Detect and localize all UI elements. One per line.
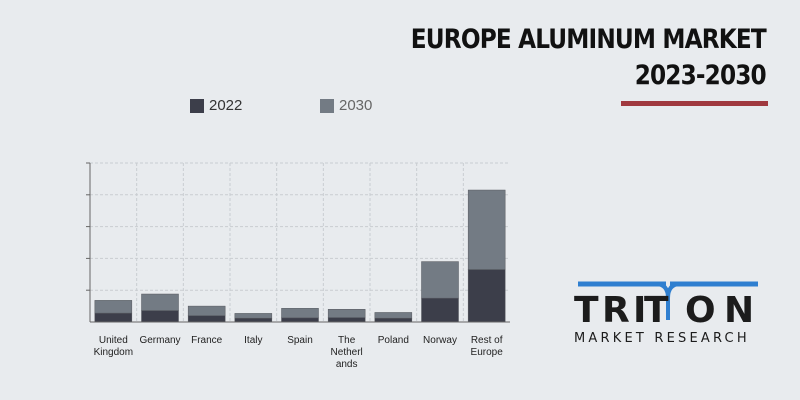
svg-text:T: T (574, 290, 599, 331)
legend-swatch-2022 (190, 98, 204, 113)
x-tick-label-line: Poland (378, 335, 409, 346)
legend-swatch-2030 (320, 98, 334, 113)
x-tick-label-line: ands (336, 359, 358, 370)
bar-2030-1 (141, 293, 179, 311)
x-tick-label-line: Italy (244, 335, 262, 346)
triton-logo-image: T R I T O N MARKET RESEARCH (574, 281, 758, 346)
chart-bars (94, 189, 506, 323)
bar-2022-8 (467, 269, 506, 323)
bar-2022-2 (187, 315, 226, 323)
bar-2030-8 (467, 189, 506, 270)
bar-2022-0 (94, 312, 133, 323)
title-accent-bar (621, 101, 768, 106)
svg-text:T: T (644, 290, 669, 331)
bar-2030-4 (281, 308, 319, 319)
bar-2022-3 (234, 317, 273, 323)
x-tick-label-line: The (338, 335, 356, 346)
bar-2030-0 (94, 300, 133, 314)
triton-logo-tagline: MARKET RESEARCH (574, 331, 750, 346)
x-tick-label-line: Netherl (331, 347, 363, 358)
x-tick-label-line: Germany (139, 335, 180, 346)
x-tick-label: Spain (287, 335, 313, 346)
x-tick-label: Norway (423, 335, 457, 346)
bar-2022-7 (421, 297, 459, 323)
x-tick-label-line: Norway (423, 335, 457, 346)
x-tick-label: Rest of Europe (471, 335, 504, 358)
chart-title-line2: 2023-2030 (634, 60, 767, 91)
x-tick-label: France (191, 335, 223, 346)
legend-label-2030: 2030 (339, 97, 373, 114)
bar-2030-5 (327, 309, 366, 318)
x-tick-label: Italy (244, 335, 262, 346)
chart-title-line1: EUROPE ALUMINUM MARKET (410, 24, 767, 55)
x-tick-label-line: Kingdom (94, 347, 133, 358)
x-tick-label: United Kingdom (94, 335, 133, 358)
legend-label-2022: 2022 (209, 97, 243, 114)
svg-text:N: N (724, 290, 754, 331)
chart-title: EUROPE ALUMINUM MARKET 2023-2030 (410, 22, 767, 94)
x-tick-label-line: United (99, 335, 128, 346)
legend-item-2030: 2030 (320, 97, 372, 114)
x-tick-label-line: Spain (287, 335, 313, 346)
bar-2022-4 (281, 317, 319, 323)
x-tick-label: The Netherl ands (331, 335, 363, 370)
chart-axes (86, 162, 510, 323)
triton-logo: T R I T O N MARKET RESEARCH (574, 280, 764, 350)
bar-2030-2 (187, 305, 226, 316)
svg-text:R: R (602, 290, 630, 331)
bar-2030-3 (234, 313, 273, 319)
svg-text:O: O (685, 290, 716, 331)
bar-2030-6 (374, 312, 413, 319)
x-tick-label-line: France (191, 335, 223, 346)
svg-text:I: I (633, 290, 646, 331)
x-tick-label-line: Rest of (471, 335, 503, 346)
bar-2022-6 (374, 317, 413, 323)
bar-2030-7 (421, 261, 459, 299)
x-tick-label: Germany (139, 335, 180, 346)
bar-2022-5 (327, 317, 366, 323)
x-tick-label: Poland (378, 335, 409, 346)
legend-item-2022: 2022 (190, 97, 242, 114)
bar-2022-1 (141, 310, 179, 323)
x-tick-label-line: Europe (471, 347, 504, 358)
